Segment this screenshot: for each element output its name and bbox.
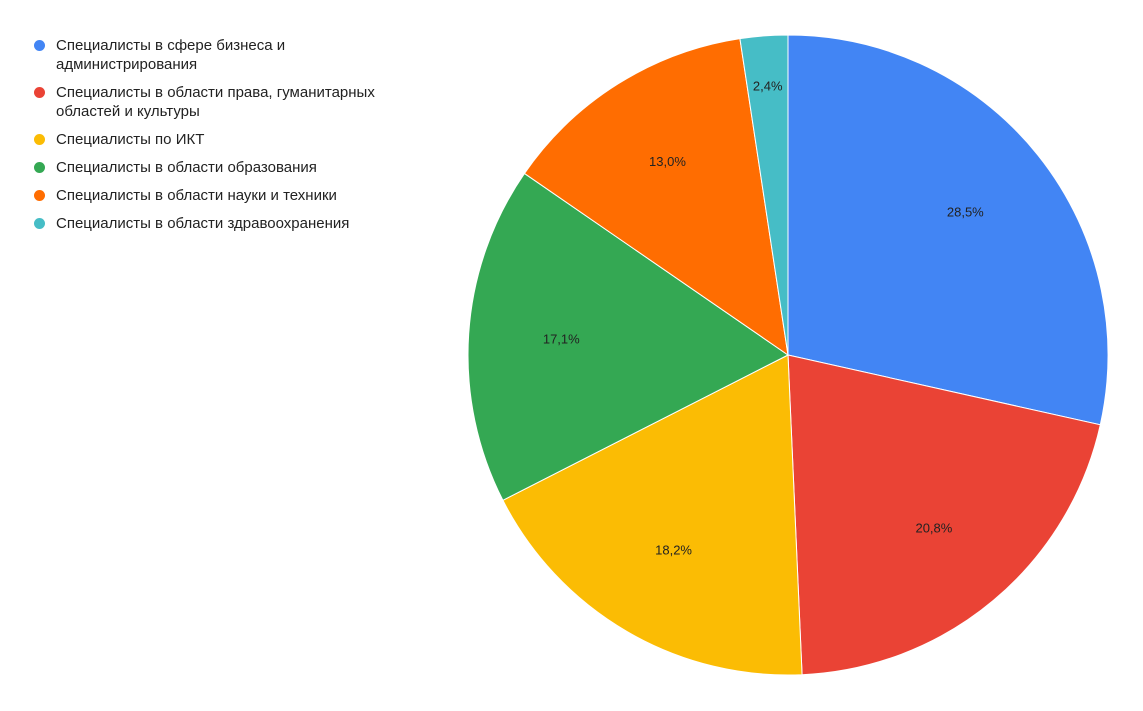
legend-item: Специалисты в области права, гуманитарны…: [34, 83, 404, 121]
legend-label: Специалисты в области образования: [56, 159, 317, 176]
legend-label: Специалисты в области здравоохранения: [56, 215, 350, 232]
legend-label: Специалисты в сфере бизнеса и администри…: [56, 37, 286, 73]
legend-swatch: [34, 190, 45, 201]
slice-data-label: 17,1%: [543, 331, 580, 346]
chart-legend: Специалисты в сфере бизнеса и администри…: [34, 36, 404, 242]
legend-swatch: [34, 162, 45, 173]
legend-label: Специалисты по ИКТ: [56, 131, 205, 148]
legend-swatch: [34, 218, 45, 229]
legend-swatch: [34, 40, 45, 51]
legend-item: Специалисты в области здравоохранения: [34, 214, 404, 233]
pie-slice: [502, 354, 803, 676]
slice-data-label: 20,8%: [915, 521, 952, 536]
legend-label: Специалисты в области права, гуманитарны…: [56, 84, 375, 120]
legend-swatch: [34, 134, 45, 145]
legend-item: Специалисты в сфере бизнеса и администри…: [34, 36, 404, 74]
legend-item: Специалисты по ИКТ: [34, 130, 404, 149]
slice-data-label: 28,5%: [947, 204, 984, 219]
legend-swatch: [34, 87, 45, 98]
pie-slice: [787, 354, 1101, 676]
pie-slice: [787, 34, 1109, 426]
pie-slice: [467, 172, 789, 501]
slice-data-label: 2,4%: [753, 78, 783, 93]
slice-data-label: 13,0%: [649, 154, 686, 169]
pie-slice: [523, 38, 789, 357]
pie-slice: [739, 34, 789, 356]
legend-item: Специалисты в области науки и техники: [34, 186, 404, 205]
legend-item: Специалисты в области образования: [34, 158, 404, 177]
legend-label: Специалисты в области науки и техники: [56, 187, 337, 204]
slice-data-label: 18,2%: [655, 543, 692, 558]
